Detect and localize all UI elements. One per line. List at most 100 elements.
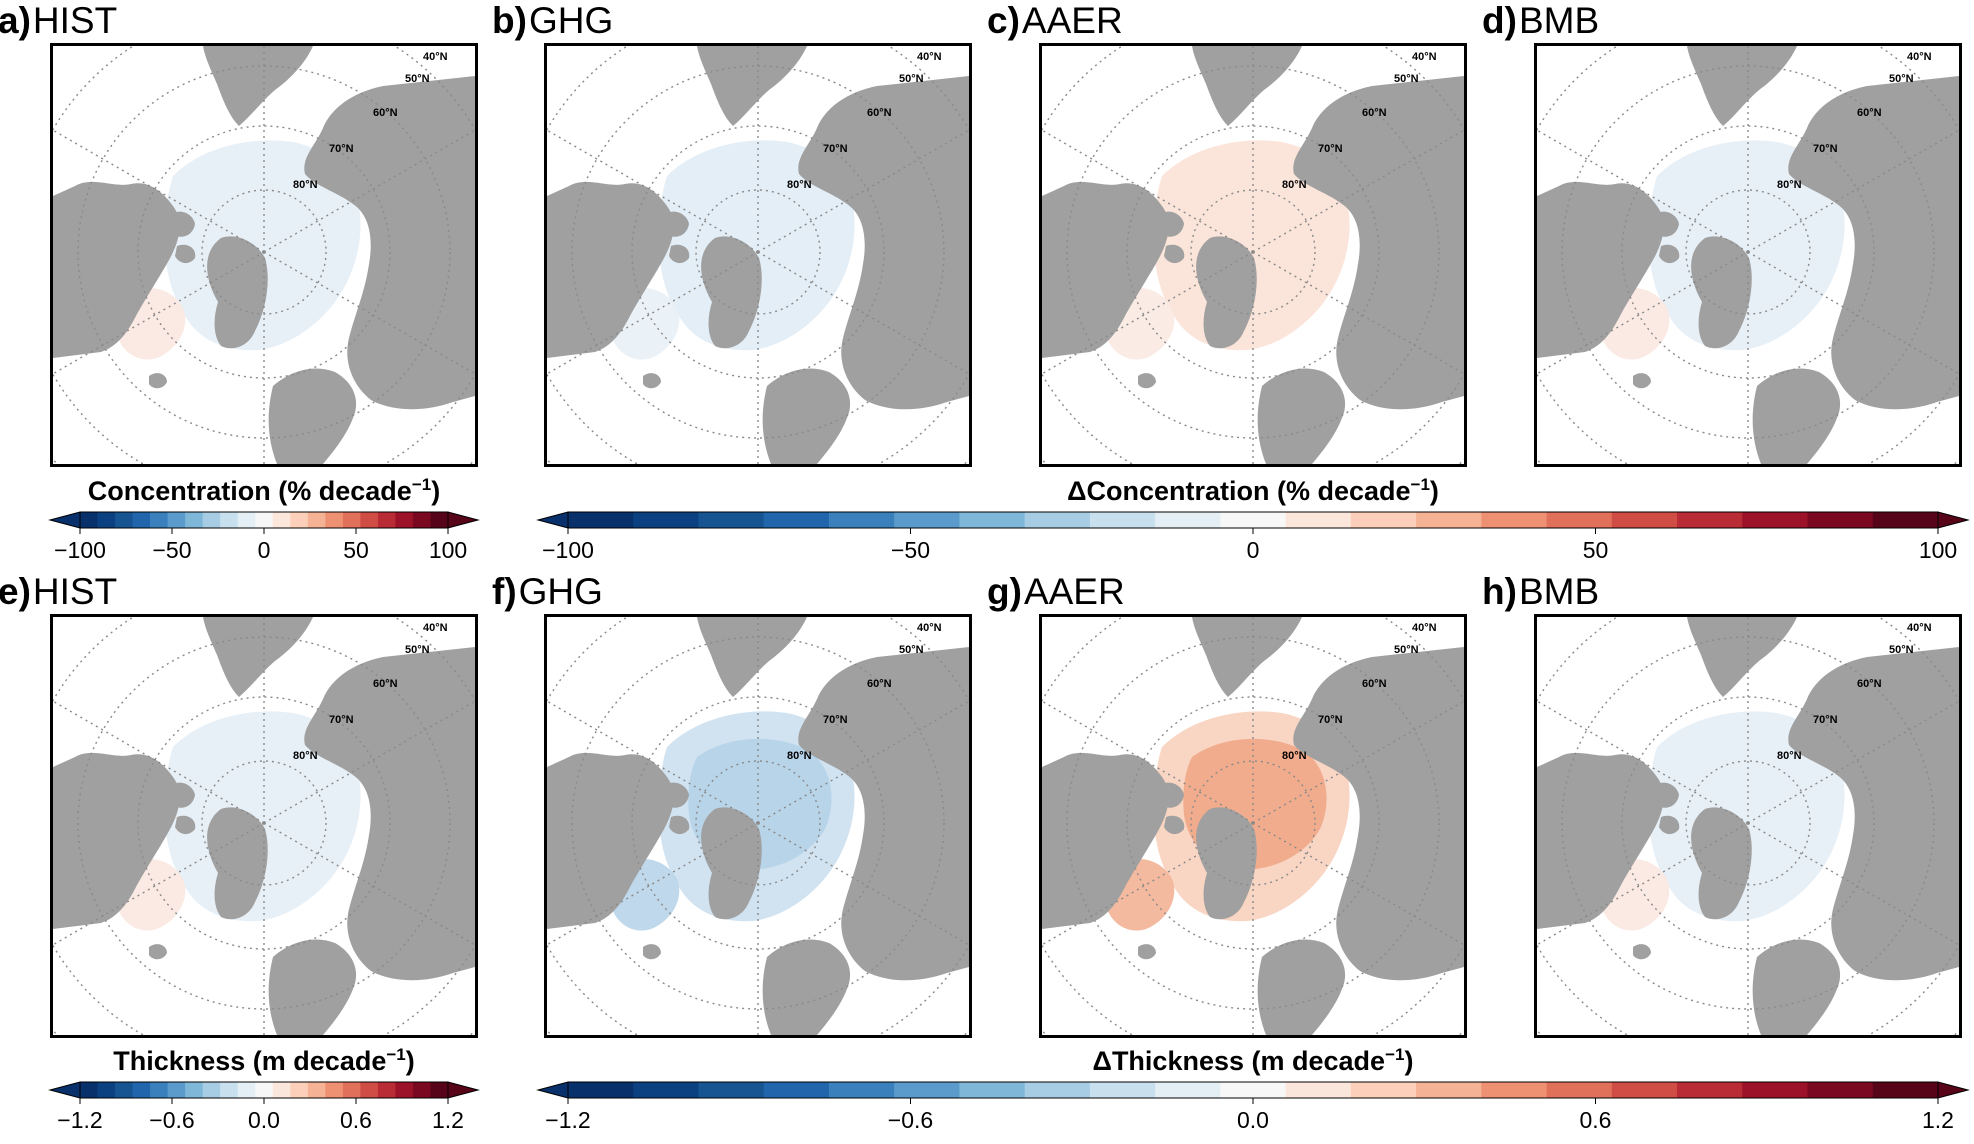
colorbar-swatch: [1089, 512, 1156, 528]
latitude-label: 40°N: [917, 622, 942, 634]
land-mass: [1257, 939, 1346, 1035]
panel-label: h)BMB: [1482, 571, 1600, 612]
colorbar-tick-label: −0.6: [149, 1107, 194, 1133]
land-mass: [1633, 944, 1651, 960]
land-mass: [383, 327, 404, 345]
latitude-label: 60°N: [1362, 678, 1387, 690]
latitude-label: 80°N: [787, 179, 812, 191]
panel-label: f)GHG: [492, 571, 603, 612]
colorbar-swatch: [1677, 1082, 1743, 1098]
colorbar-swatch: [220, 1082, 239, 1098]
land-mass: [1138, 944, 1156, 960]
latitude-label: 80°N: [293, 179, 318, 191]
colorbar-swatch: [1220, 512, 1287, 528]
colorbar-swatch: [132, 512, 151, 528]
latitude-label: 80°N: [1777, 179, 1802, 191]
sea-ice-anomaly-field: [165, 711, 361, 922]
latitude-label: 60°N: [1857, 678, 1882, 690]
latitude-label: 60°N: [1857, 107, 1882, 119]
colorbar-swatch: [698, 512, 765, 528]
colorbar-swatch: [894, 1082, 960, 1098]
arctic-map: 40°N 50°N 60°N 70°N 80°N: [1039, 43, 1467, 467]
land-mass: [1164, 244, 1185, 264]
colorbar-swatch: [325, 1082, 344, 1098]
land-mass: [1893, 943, 1916, 964]
colorbar-swatch: [220, 512, 239, 528]
colorbar-swatch: [167, 1082, 186, 1098]
colorbar-swatch: [325, 512, 344, 528]
colorbar-swatch: [290, 1082, 309, 1098]
latitude-label: 50°N: [1394, 73, 1419, 85]
colorbar-tick-label: −0.6: [888, 1107, 933, 1133]
land-mass: [1372, 327, 1393, 345]
land-mass: [1042, 752, 1169, 929]
latitude-label: 40°N: [1412, 51, 1437, 63]
colorbar-swatch: [185, 512, 204, 528]
colorbar-swatch: [150, 512, 169, 528]
land-mass: [1138, 373, 1156, 389]
panel-label: a)HIST: [0, 0, 118, 41]
land-mass: [175, 244, 196, 264]
arctic-map: 40°N 50°N 60°N 70°N 80°N: [1534, 614, 1962, 1038]
latitude-label: 80°N: [293, 750, 318, 762]
colorbar-swatch: [1742, 1082, 1809, 1098]
land-mass: [547, 268, 570, 304]
latitude-label: 40°N: [423, 51, 448, 63]
colorbar-tick-label: −50: [891, 537, 930, 563]
colorbar-tick-label: 50: [343, 537, 369, 563]
land-mass: [203, 617, 313, 697]
colorbar-swatch: [237, 1082, 256, 1098]
panel-label: b)GHG: [492, 0, 614, 41]
colorbar-tick-label: −100: [54, 537, 106, 563]
latitude-label: 60°N: [1362, 107, 1387, 119]
colorbar-swatch: [1155, 1082, 1221, 1098]
land-mass: [1398, 372, 1421, 393]
latitude-label: 80°N: [787, 750, 812, 762]
colorbar-swatch: [1416, 512, 1482, 528]
colorbar-title-delta-concentration: ΔConcentration (% decade−1): [1067, 475, 1439, 506]
land-mass: [1659, 815, 1680, 835]
land-mass: [53, 839, 76, 875]
colorbar-concentration: −100 −50 0 50 100: [48, 511, 480, 563]
arctic-map: 40°N 50°N 60°N 70°N 80°N: [544, 43, 972, 467]
colorbar-tick-label: −1.2: [57, 1107, 102, 1133]
colorbar-tick-label: 0: [258, 537, 271, 563]
colorbar-swatch: [1677, 512, 1743, 528]
colorbar-tick-label: −100: [542, 537, 594, 563]
land-mass: [1655, 782, 1679, 808]
land-mass: [409, 372, 432, 393]
colorbar-swatch: [633, 512, 699, 528]
arctic-map: 40°N 50°N 60°N 70°N 80°N: [1534, 43, 1962, 467]
colorbar-swatch: [1350, 512, 1417, 528]
colorbar-title-delta-thickness: ΔThickness (m decade−1): [1092, 1045, 1414, 1076]
land-mass: [1372, 898, 1393, 916]
colorbar-swatch: [1416, 1082, 1482, 1098]
colorbar-swatch: [1481, 512, 1548, 528]
latitude-label: 50°N: [899, 644, 924, 656]
land-mass: [207, 236, 268, 349]
latitude-label: 50°N: [899, 73, 924, 85]
land-mass: [53, 752, 180, 929]
land-mass: [547, 839, 570, 875]
latitude-circle: [631, 125, 885, 379]
land-mass: [1042, 839, 1065, 875]
colorbar-swatch: [377, 1082, 396, 1098]
arctic-map: 40°N 50°N 60°N 70°N 80°N: [50, 43, 478, 467]
colorbar-swatch: [272, 1082, 291, 1098]
land-mass: [701, 807, 762, 920]
colorbar-swatch: [568, 1082, 634, 1098]
colorbar-extend-max: [1937, 511, 1970, 529]
colorbar-swatch: [150, 1082, 169, 1098]
colorbar-swatch: [255, 512, 274, 528]
colorbar-swatch: [568, 512, 634, 528]
colorbar-swatch: [202, 512, 221, 528]
land-mass: [903, 943, 926, 964]
land-mass: [701, 236, 762, 349]
land-mass: [268, 939, 357, 1035]
colorbar-title-thickness: Thickness (m decade−1): [113, 1045, 415, 1076]
panel-label: d)BMB: [1482, 0, 1600, 41]
colorbar-swatch: [894, 512, 960, 528]
colorbar-swatch: [1546, 1082, 1613, 1098]
colorbar-swatch: [763, 512, 830, 528]
colorbar-tick-label: 1.2: [1922, 1107, 1954, 1133]
